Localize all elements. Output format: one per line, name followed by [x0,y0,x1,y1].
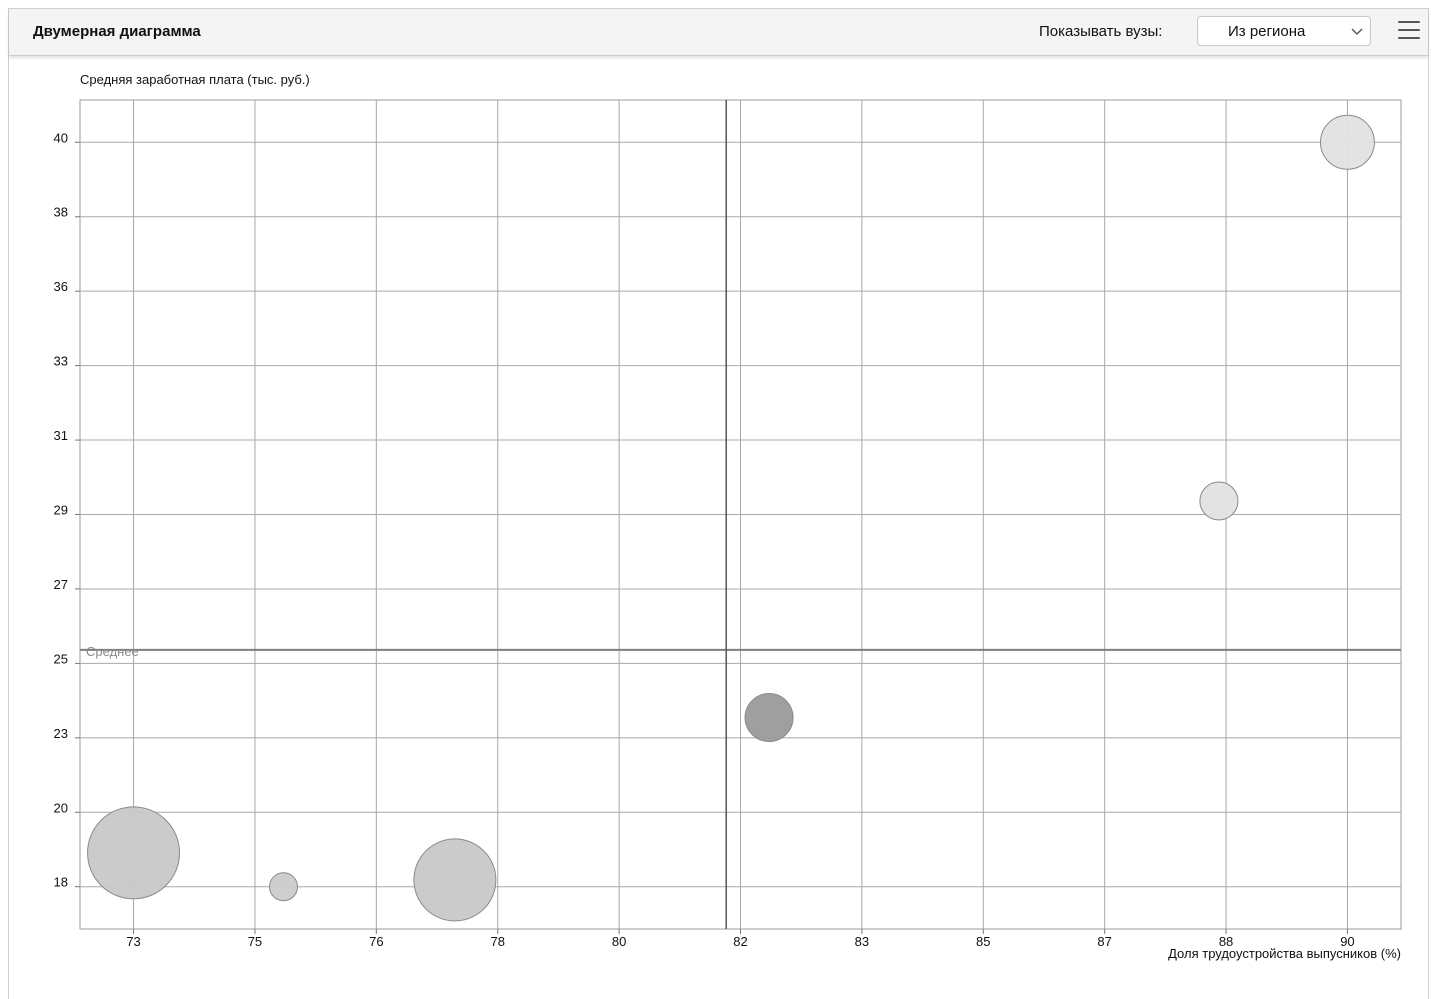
x-tick-label: 76 [369,934,383,949]
x-tick-label: 90 [1340,934,1354,949]
y-tick-label: 33 [54,354,68,369]
universities-filter-label: Показывать вузы: [1039,23,1163,40]
y-tick-label: 25 [54,651,68,666]
y-tick-label: 20 [54,800,68,815]
universities-filter-select[interactable]: Из региона [1197,16,1371,46]
x-tick-label: 88 [1219,934,1233,949]
x-tick-label: 87 [1097,934,1111,949]
y-axis-label: Средняя заработная плата (тыс. руб.) [80,72,310,87]
y-tick-label: 23 [54,726,68,741]
y-tick-label: 27 [54,577,68,592]
y-tick-label: 36 [54,279,68,294]
y-tick-label: 18 [54,875,68,890]
x-axis-label: Доля трудоустройства выпусников (%) [1168,946,1401,961]
chevron-down-icon [1351,28,1363,35]
data-bubble[interactable] [744,693,794,743]
chart-bubbles [87,114,1375,922]
x-tick-label: 83 [855,934,869,949]
hamburger-menu-icon[interactable] [1398,21,1420,43]
chart-toolbar: Двумерная диаграмма Показывать вузы: Из … [9,9,1428,56]
data-bubble[interactable] [269,872,299,902]
universities-filter-value: Из региона [1228,23,1306,40]
average-line-label: Среднее [86,644,139,659]
chart-panel-title: Двумерная диаграмма [33,23,201,40]
chart-grid [75,99,1402,934]
x-tick-label: 78 [490,934,504,949]
x-tick-label: 80 [612,934,626,949]
chart-panel: Двумерная диаграмма Показывать вузы: Из … [8,8,1429,999]
x-tick-label: 82 [733,934,747,949]
x-tick-label: 75 [248,934,262,949]
data-bubble[interactable] [413,838,497,922]
data-bubble[interactable] [87,806,181,900]
y-tick-label: 40 [54,130,68,145]
x-tick-label: 73 [126,934,140,949]
x-tick-label: 85 [976,934,990,949]
y-tick-label: 38 [54,205,68,220]
data-bubble[interactable] [1199,481,1239,521]
data-bubble[interactable] [1319,114,1375,170]
y-tick-label: 29 [54,503,68,518]
chart-axis-labels: 73 75 76 78 80 82 83 85 87 88 90 40 38 36 33 31 29 27 25 23… [54,130,1355,949]
y-tick-label: 31 [54,428,68,443]
